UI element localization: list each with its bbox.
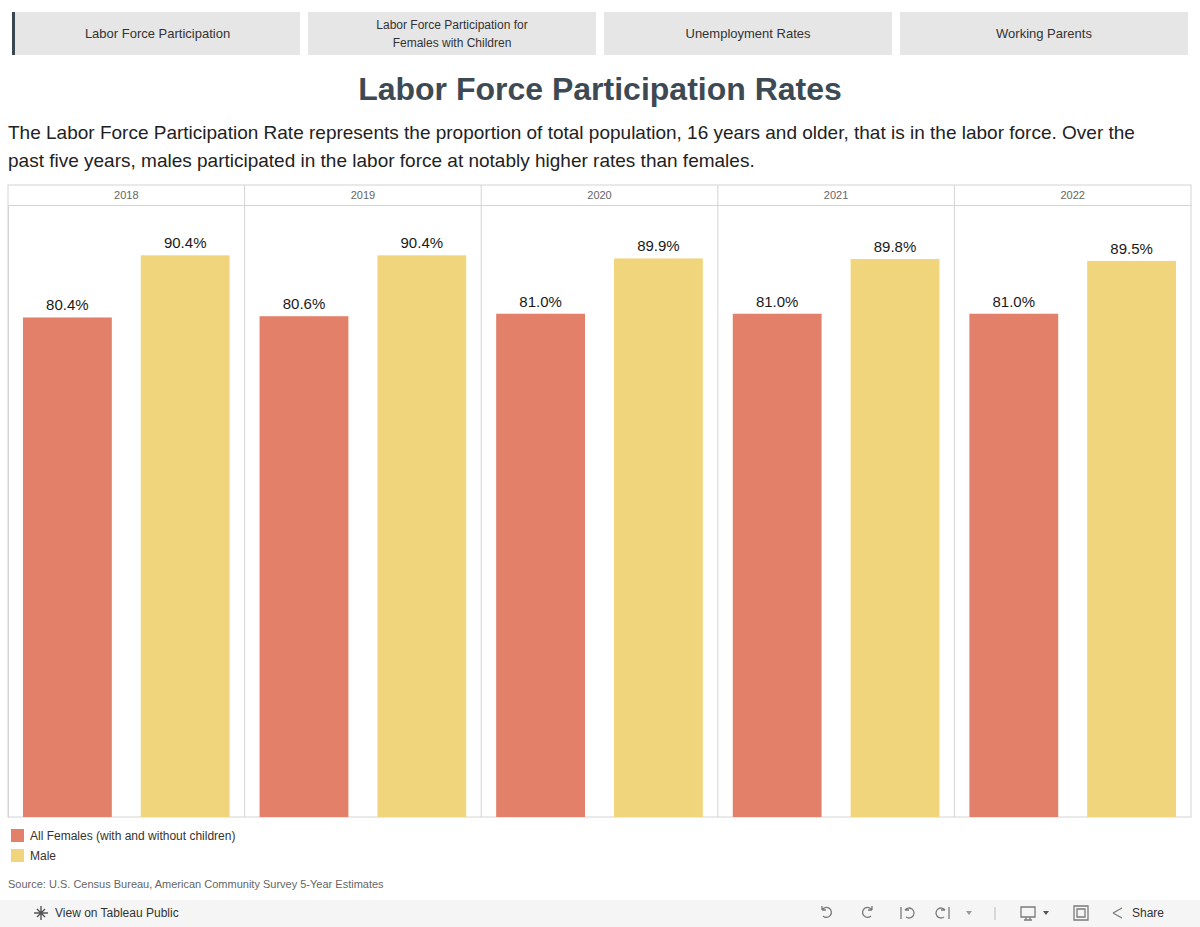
legend: All Females (with and without children) M… [11,829,235,863]
bar [377,255,466,817]
toolbar-button[interactable] [1113,908,1122,918]
data-label: 89.5% [1110,240,1153,257]
plot-frame [8,185,1191,817]
toolbar-button[interactable] [1021,907,1035,920]
facet-divider [244,185,245,817]
view-link[interactable]: View on Tableau Public [55,906,179,920]
legend-swatch [11,829,24,842]
x-tick: 2018 [114,189,138,205]
bar [614,258,703,817]
footer: View on Tableau Public Share [0,900,1200,927]
x-axis: 2018 2019 2020 2021 2022 [9,189,1192,206]
bar [23,317,112,817]
x-tick-label: 2020 [587,189,611,201]
toolbar-button[interactable] [901,907,914,919]
chart-subtitle: The Labor Force Participation Rate repre… [8,119,1173,175]
x-tick: 2022 [1060,189,1084,205]
tab[interactable]: Unemployment Rates [604,12,892,55]
toolbar-button[interactable] [863,906,872,917]
toolbar-button[interactable] [936,907,949,919]
x-tick: 2020 [587,189,611,205]
toolbar-button[interactable] [1074,906,1088,920]
legend-item: All Females (with and without children) [11,829,235,843]
chart-title: Labor Force Participation Rates [0,71,1200,108]
bars [23,255,1176,817]
facet-divider [481,185,482,817]
bar [260,316,349,817]
bar [1087,261,1176,817]
data-label: 90.4% [401,234,444,251]
bar [141,255,230,817]
data-label: 81.0% [993,293,1036,310]
x-tick-label: 2021 [824,189,848,201]
data-label: 89.9% [637,237,680,254]
bar [969,314,1058,817]
tableau-icon [34,906,48,920]
x-tick-label: 2018 [114,189,138,201]
bar [733,314,822,817]
data-label: 81.0% [756,293,799,310]
data-label: 80.4% [46,296,89,313]
bar [496,314,585,817]
footer-bar: View on Tableau Public Share [0,900,1200,927]
facet-divider [717,185,718,817]
data-labels: 80.4% 80.6% 81.0% 81.0% 81.0% 90.4% 90.4% 89.9%… [46,234,1153,313]
toolbar-dropdown[interactable] [1043,911,1049,915]
legend-item: Male [11,849,56,863]
legend-label: All Females (with and without children) [30,829,235,843]
tab[interactable]: Working Parents [900,12,1188,55]
y-axis [8,206,9,818]
data-label: 81.0% [519,293,562,310]
facet-divider [954,185,955,817]
x-axis-line [9,205,1192,206]
legend-swatch [11,849,24,862]
data-label: 89.8% [874,238,917,255]
tableau-icon-glyph [34,906,48,920]
x-tick-label: 2019 [351,189,375,201]
chart: 80.4% 80.6% 81.0% 81.0% 81.0% 90.4% 90.4% 89.9%… [0,0,1200,900]
x-tick-label: 2022 [1060,189,1084,201]
bar [851,259,940,817]
toolbar-separator [995,907,996,920]
data-label: 80.6% [283,295,326,312]
x-tick: 2019 [351,189,375,205]
toolbar-dropdown[interactable] [966,911,972,915]
share-button[interactable]: Share [1132,906,1164,920]
x-tick: 2021 [824,189,848,205]
tab[interactable]: Labor Force Participation for Females wi… [308,12,596,55]
toolbar-button[interactable] [822,906,831,917]
data-label: 90.4% [164,234,207,251]
tab[interactable]: Labor Force Participation [12,12,300,55]
legend-label: Male [30,849,56,863]
source-note: Source: U.S. Census Bureau, American Com… [8,878,384,890]
y-axis-line [8,206,9,818]
